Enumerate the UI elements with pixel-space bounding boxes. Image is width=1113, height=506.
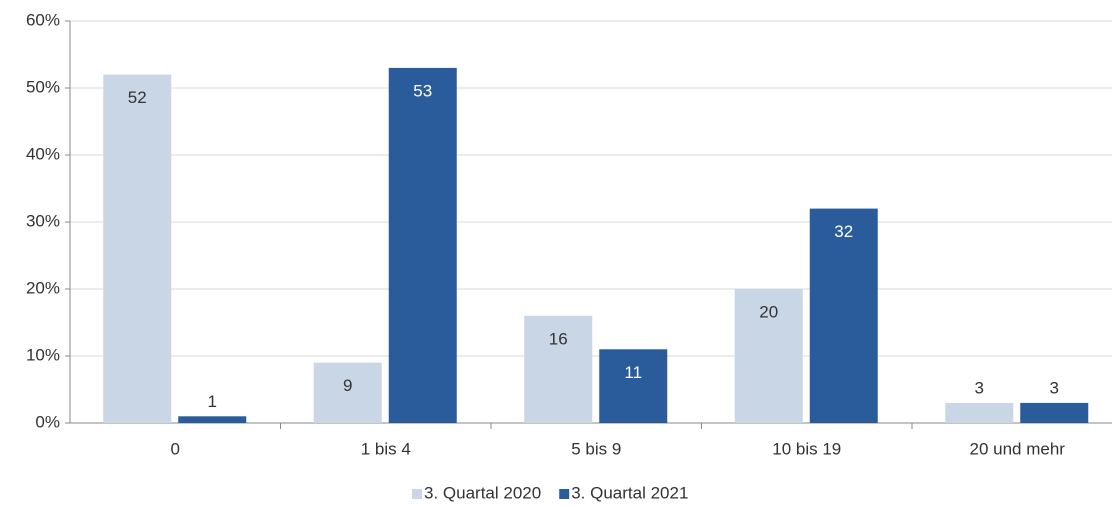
y-tick-label: 30%	[26, 211, 60, 230]
data-label: 3	[975, 378, 984, 397]
bar	[599, 349, 668, 423]
data-label: 1	[208, 392, 217, 411]
data-label: 32	[834, 222, 853, 241]
y-tick-label: 60%	[26, 10, 60, 29]
bar	[178, 416, 247, 423]
data-label: 3	[1050, 378, 1059, 397]
bar	[809, 208, 878, 423]
legend-label: 3. Quartal 2020	[424, 483, 541, 502]
bar	[313, 362, 382, 423]
x-tick-label: 0	[171, 439, 180, 458]
bar	[103, 74, 172, 423]
x-tick-label: 1 bis 4	[361, 439, 411, 458]
data-label: 52	[128, 88, 147, 107]
bar	[524, 315, 593, 423]
y-tick-label: 50%	[26, 77, 60, 96]
x-tick-label: 20 und mehr	[970, 439, 1066, 458]
bar	[388, 67, 457, 424]
bar	[1020, 402, 1089, 423]
data-label: 11	[624, 363, 642, 382]
y-tick-label: 10%	[26, 345, 60, 364]
x-tick-label: 10 bis 19	[772, 439, 841, 458]
legend-label: 3. Quartal 2021	[571, 483, 688, 502]
data-label: 9	[343, 376, 352, 395]
x-tick-label: 5 bis 9	[571, 439, 621, 458]
legend-swatch	[412, 489, 422, 499]
bar	[945, 402, 1014, 423]
y-tick-label: 0%	[35, 412, 60, 431]
data-label: 53	[413, 81, 432, 100]
y-tick-label: 20%	[26, 278, 60, 297]
bar	[734, 289, 803, 423]
data-label: 16	[549, 329, 568, 348]
y-tick-label: 40%	[26, 144, 60, 163]
legend-swatch	[559, 489, 570, 499]
data-label: 20	[759, 302, 778, 321]
